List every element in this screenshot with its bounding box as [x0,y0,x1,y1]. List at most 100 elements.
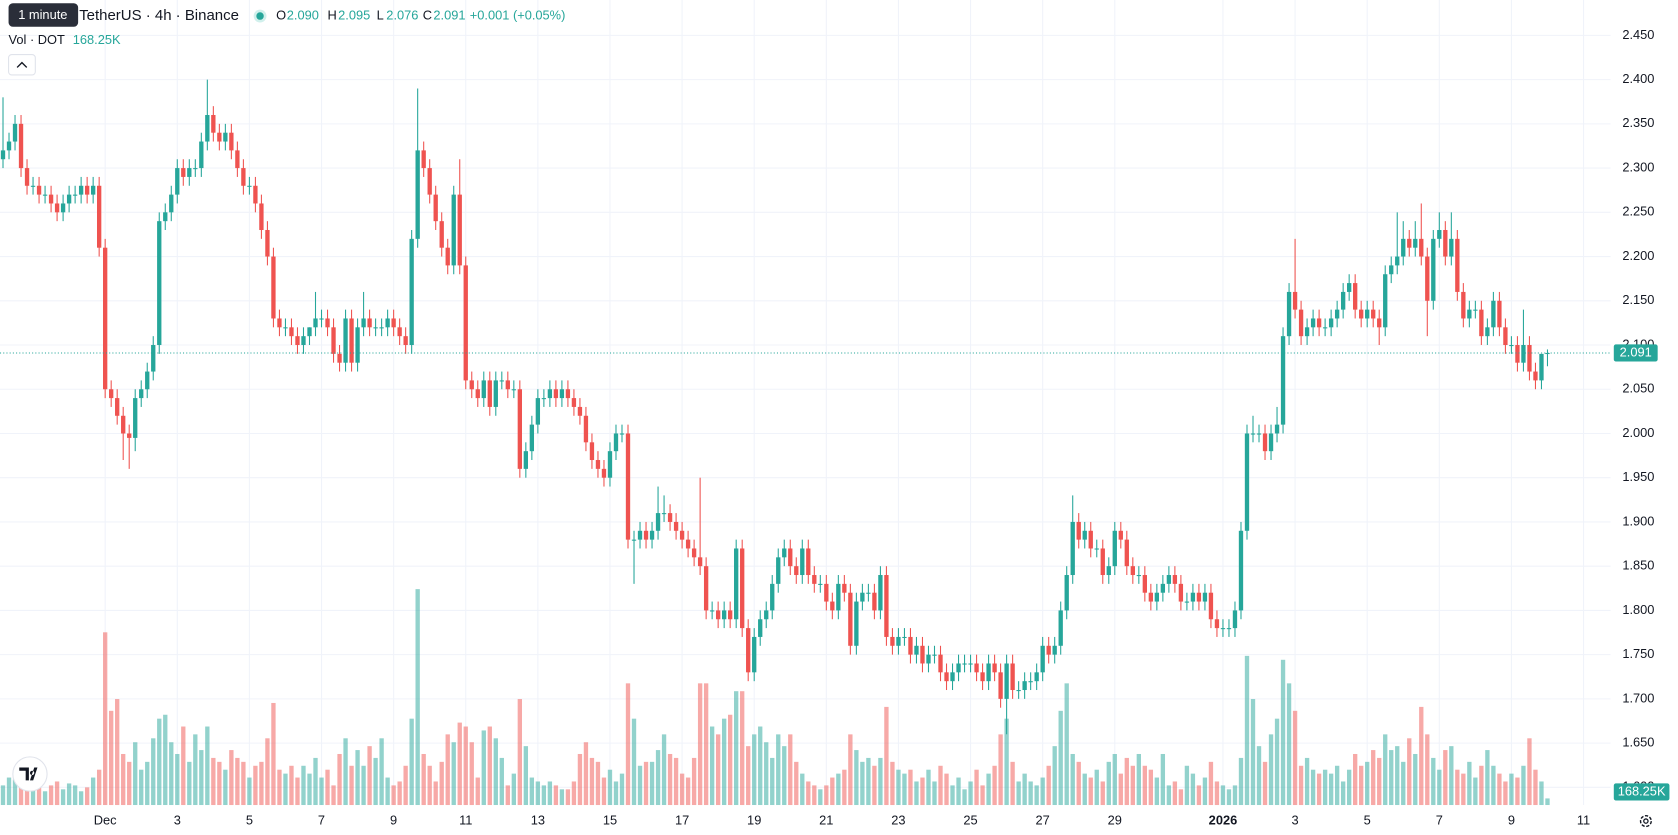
candle-body [72,194,78,196]
candle-body [1328,318,1334,328]
candle-body [1004,663,1009,699]
candle-body [559,389,565,399]
volume-bar [1094,769,1099,806]
volume-bar [655,750,661,806]
candle-body [535,398,541,425]
volume-bar [1088,777,1093,806]
volume-bar [1106,761,1111,806]
volume-bar [625,683,631,806]
volume-bar [157,718,162,806]
candle-body [806,548,811,576]
candle-body [944,672,949,682]
volume-bar [854,750,859,806]
volume-bar [511,773,516,806]
volume-bar [169,742,174,806]
symbol-title[interactable]: TetherUS · 4h · Binance [79,7,239,24]
volume-bar [6,777,12,806]
candle-body [800,548,805,576]
x-tick-label: Dec [94,812,117,827]
volume-bar [637,765,643,806]
collapse-button[interactable] [8,54,36,76]
volume-bar [151,738,156,806]
candle-body [950,672,955,682]
candle-layer [0,79,1550,735]
candle-body [331,327,336,354]
volume-bar [289,765,294,806]
candle-body [181,168,186,177]
x-tick-label: 11 [459,812,472,827]
volume-bar [746,746,751,806]
volume-bar [445,734,450,806]
candle-body [205,115,210,142]
candle-body [1118,530,1123,540]
candle-body [872,592,877,611]
candle-body [505,380,510,390]
x-tick-label: 7 [1436,812,1443,827]
volume-bar [523,746,529,806]
candle-body [421,150,426,169]
volume-bar [649,761,655,806]
candle-body [818,583,823,585]
candle-body [319,318,324,320]
volume-bar [307,773,312,806]
candle-body [253,185,258,204]
candle-body [1256,433,1262,435]
candle-body [337,353,342,363]
candle-body [601,468,607,478]
candle-body [169,194,174,213]
volume-bar [421,753,426,806]
candle-body [259,203,264,231]
volume-bar [673,757,679,806]
candle-body [1527,345,1532,372]
x-tick-label: 2026 [1209,812,1238,827]
volume-bar [1340,781,1346,806]
volume-bar [697,683,703,806]
candle-body [247,185,252,187]
volume-bar [1256,746,1262,806]
volume-bar [902,773,907,806]
volume-bar [535,781,541,806]
volume-bar [283,773,288,806]
candle-body [30,185,36,187]
candle-body [1196,592,1202,602]
candle-body [139,389,144,399]
settings-gear[interactable] [1639,815,1652,828]
candle-body [1022,681,1027,691]
candle-body [1214,619,1220,629]
candle-body [721,610,727,620]
volume-bar [211,757,216,806]
volume-bar [253,765,258,806]
candle-body [1058,610,1063,646]
candle-body [529,424,535,452]
y-tick-label: 1.700 [1622,690,1654,705]
volume-bar [1527,738,1532,806]
candle-body [1425,256,1430,301]
candle-body [541,398,547,400]
volume-bar [1280,659,1286,806]
candle-body [1503,327,1508,346]
candle-body [1322,327,1328,329]
volume-bar [1322,769,1328,806]
volume-bar [115,699,120,806]
candle-body [926,654,931,664]
candle-body [1040,645,1045,673]
volume-bar [433,781,438,806]
candle-body [1274,424,1280,434]
volume-bar [1238,757,1244,806]
volume-bar [1202,777,1208,806]
volume-bar [595,761,601,806]
volume-bar [193,734,198,806]
volume-bar [439,761,444,806]
y-tick-label: 2.050 [1622,381,1654,396]
ohlc-value: 2.090 [287,7,319,22]
volume-bar [890,761,895,806]
candle-body [1166,575,1172,584]
volume-bar [127,761,132,806]
candle-body [1268,433,1274,452]
candle-body [968,663,973,665]
volume-bar [1539,781,1544,806]
volume-bar [60,789,66,806]
volume-bar [1196,785,1202,806]
volume-bar [1467,761,1472,806]
logo-circle[interactable] [12,756,48,792]
